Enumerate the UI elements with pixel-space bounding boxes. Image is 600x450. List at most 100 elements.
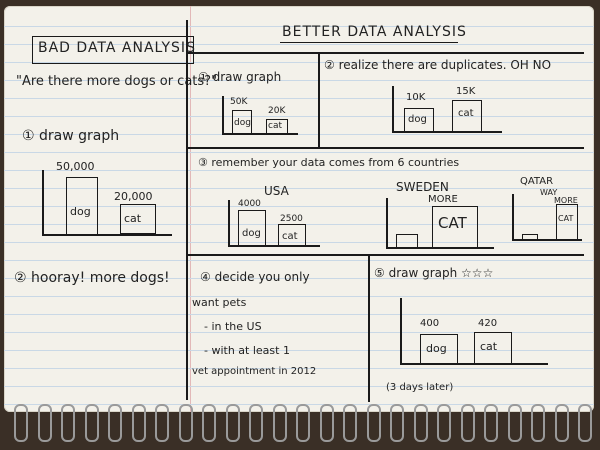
p3-qatar-bar-dog [522,234,538,240]
p1-label-dog: dog [234,118,251,128]
p3-qatar-cat: CAT [558,214,574,223]
p2-val-dog: 10K [406,92,426,103]
spiral-coil [84,404,99,442]
spiral-coil [225,404,240,442]
ruled-line [4,296,594,297]
spiral-coil [202,404,216,442]
binding-hole [132,414,141,420]
binding-hole [226,414,235,420]
center-margin-line [190,6,191,412]
left-step2: ② hooray! more dogs! [14,270,170,286]
spiral-coil [249,404,263,442]
p3-qatar-y-axis [512,194,514,240]
spiral-coil [343,404,357,442]
spiral-coil [131,404,146,442]
left-label-dog: dog [70,205,91,218]
binding-hole [203,414,211,420]
grid-row3-top [188,254,584,256]
binding-hole [344,414,352,420]
ruled-line [4,368,594,369]
spiral-coil [178,404,193,442]
p3-usa-label: USA [264,184,289,198]
binding-hole [367,414,376,420]
ruled-line [4,134,594,135]
binding-hole [179,414,188,420]
p4-line2: - in the US [204,320,262,333]
binding-hole [508,414,517,420]
question: "Are there more dogs or cats?" [16,74,218,89]
p3-qatar-more: MORE [554,196,578,205]
spiral-coil [61,404,75,442]
p1-val-cat: 20K [268,106,286,116]
right-title: BETTER DATA ANALYSIS [282,24,467,40]
ruled-line [4,260,594,261]
p3-usa-bar-dog [238,210,266,246]
p1-x-axis [222,133,298,135]
ruled-line [4,98,594,99]
p2-label-cat: cat [458,108,474,119]
left-label-cat: cat [124,212,142,225]
panel-divider [186,20,188,400]
p3-usa-label-cat: cat [282,231,298,242]
binding-hole [156,414,164,420]
grid-top [188,52,584,54]
binding-hole [438,414,446,420]
binding-hole [273,414,282,420]
spiral-coil [366,404,381,442]
notebook-page [4,6,594,412]
spiral-coil [155,404,169,442]
p5-step: ⑤ draw graph ☆☆☆ [374,266,494,280]
p2-x-axis [392,131,502,133]
ruled-line [4,332,594,333]
p3-qatar-way: WAY [540,188,558,197]
p4-line4: vet appointment in 2012 [192,366,317,377]
p1-label-cat: cat [268,121,282,131]
ruled-line [4,350,594,351]
grid-divider-4-5 [368,254,370,402]
p3-qatar-bar-cat [556,204,578,240]
p1-step: ① draw graph [198,70,282,84]
p5-bar-dog [420,334,458,364]
p2-step: ② realize there are duplicates. OH NO [324,58,552,72]
ruled-line [4,314,594,315]
spiral-coil [14,404,28,442]
left-val-cat: 20,000 [114,190,153,203]
p3-usa-x-axis [228,245,320,247]
p4-line1: want pets [192,296,247,309]
p3-sweden-bar-dog [396,234,418,248]
p5-label-cat: cat [480,340,498,353]
ruled-line [4,62,594,63]
p2-y-axis [392,86,394,132]
spiral-coil [484,404,498,442]
p3-usa-y-axis [228,200,230,246]
p1-bar-dog [232,110,252,134]
binding-hole [15,414,23,420]
spiral-coil [460,404,475,442]
left-chart-x-axis [42,234,172,236]
ruled-line [4,170,594,171]
ruled-line [4,278,594,279]
p3-sweden-cat: CAT [438,214,467,232]
binding-hole [579,414,587,420]
ruled-line [4,242,594,243]
title-box [32,36,194,64]
p3-sweden-label: SWEDEN [396,180,449,194]
spiral-coil [319,404,334,442]
binding-hole [85,414,94,420]
spiral-coil [272,404,287,442]
binding-hole [414,414,423,420]
p5-note: (3 days later) [386,382,454,393]
p4-line3: - with at least 1 [204,344,290,357]
binding-hole [250,414,258,420]
binding-hole [38,414,47,420]
p3-step: ③ remember your data comes from 6 countr… [198,156,460,169]
right-title-underline [280,42,458,43]
p3-qatar-label: QATAR [520,176,554,187]
p4-step: ④ decide you only [200,270,310,284]
p1-y-axis [222,96,224,134]
p1-bar-cat [266,119,288,134]
p5-bar-cat [474,332,512,364]
spiral-coil [531,404,545,442]
spiral-coil [413,404,428,442]
left-bar-cat [120,204,156,234]
